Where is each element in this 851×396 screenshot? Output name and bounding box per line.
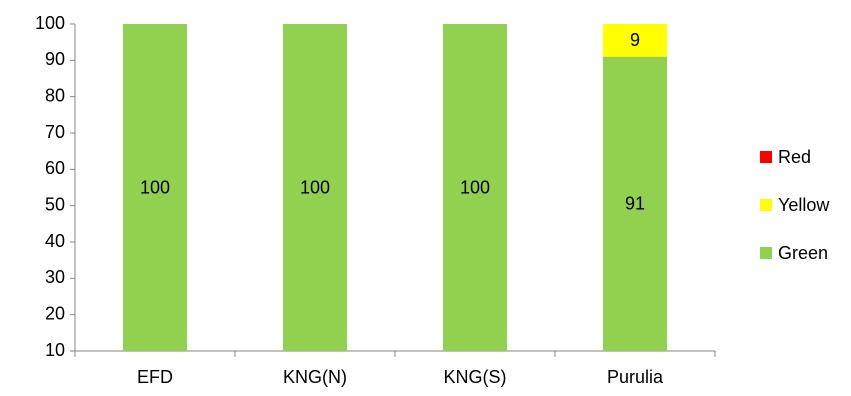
y-tick-label: 80 xyxy=(45,85,65,105)
y-tick-label: 30 xyxy=(45,267,65,287)
data-label: 100 xyxy=(140,177,170,197)
data-label: 9 xyxy=(630,30,640,50)
bar-segment xyxy=(443,24,507,351)
bar-segment xyxy=(123,24,187,351)
bar-segment xyxy=(603,24,667,57)
legend-swatch xyxy=(760,151,772,163)
x-tick-label: Purulia xyxy=(607,367,664,387)
y-tick-label: 40 xyxy=(45,231,65,251)
x-tick-label: KNG(N) xyxy=(283,367,347,387)
x-tick-label: KNG(S) xyxy=(444,367,507,387)
bar-segment xyxy=(603,56,667,351)
legend-swatch xyxy=(760,247,772,259)
legend-label: Red xyxy=(778,147,811,167)
y-tick-label: 20 xyxy=(45,303,65,323)
y-tick-label: 50 xyxy=(45,194,65,214)
y-tick-label: 60 xyxy=(45,158,65,178)
y-tick-label: 90 xyxy=(45,49,65,69)
y-tick-label: 10 xyxy=(45,340,65,360)
x-tick-label: EFD xyxy=(137,367,173,387)
bar-segment xyxy=(283,24,347,351)
data-label: 91 xyxy=(625,194,645,214)
legend-label: Green xyxy=(778,243,828,263)
y-tick-label: 70 xyxy=(45,122,65,142)
legend-label: Yellow xyxy=(778,195,830,215)
y-tick-label: 100 xyxy=(35,13,65,33)
legend-swatch xyxy=(760,199,772,211)
data-label: 100 xyxy=(460,177,490,197)
data-label: 100 xyxy=(300,177,330,197)
